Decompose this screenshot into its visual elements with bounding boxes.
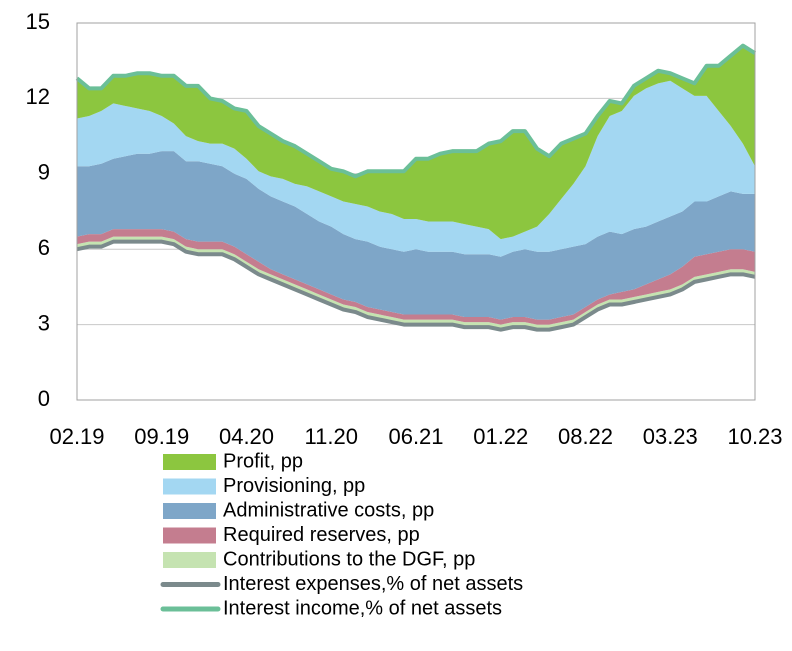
y-tick-label: 6 [38,235,50,260]
legend-swatch [163,454,216,470]
legend-swatch [163,552,216,568]
y-tick-label: 0 [38,386,50,411]
y-tick-label: 12 [26,84,50,109]
legend-label: Provisioning, pp [223,475,365,497]
legend-swatch [163,527,216,544]
x-tick-label: 03.23 [643,424,698,449]
area [77,45,755,240]
legend-swatch [163,478,216,495]
area [77,80,755,257]
legend-label: Interest expenses,% of net assets [223,573,523,595]
line [76,239,756,332]
plot-frame [76,22,756,401]
x-tick-label: 01.22 [473,424,528,449]
legend-label: Interest income,% of net assets [223,597,502,619]
x-tick-label: 09.19 [134,424,189,449]
x-tick-label: 08.22 [558,424,613,449]
y-tick-label: 3 [38,310,50,335]
legend-label: Contributions to the DGF, pp [223,548,475,570]
legend-label: Profit, pp [223,450,303,472]
x-tick-label: 10.23 [727,424,782,449]
y-tick-label: 15 [26,9,50,34]
area [77,151,755,320]
x-tick-label: 11.20 [305,424,358,449]
legend-label: Required reserves, pp [223,524,420,546]
legend-swatch [163,503,216,519]
y-tick-label: 9 [38,160,50,185]
legend-label: Administrative costs, pp [223,499,434,521]
x-tick-label: 06.21 [388,424,443,449]
x-tick-label: 04.20 [219,424,274,449]
x-tick-label: 02.19 [49,424,104,449]
line [75,43,757,179]
